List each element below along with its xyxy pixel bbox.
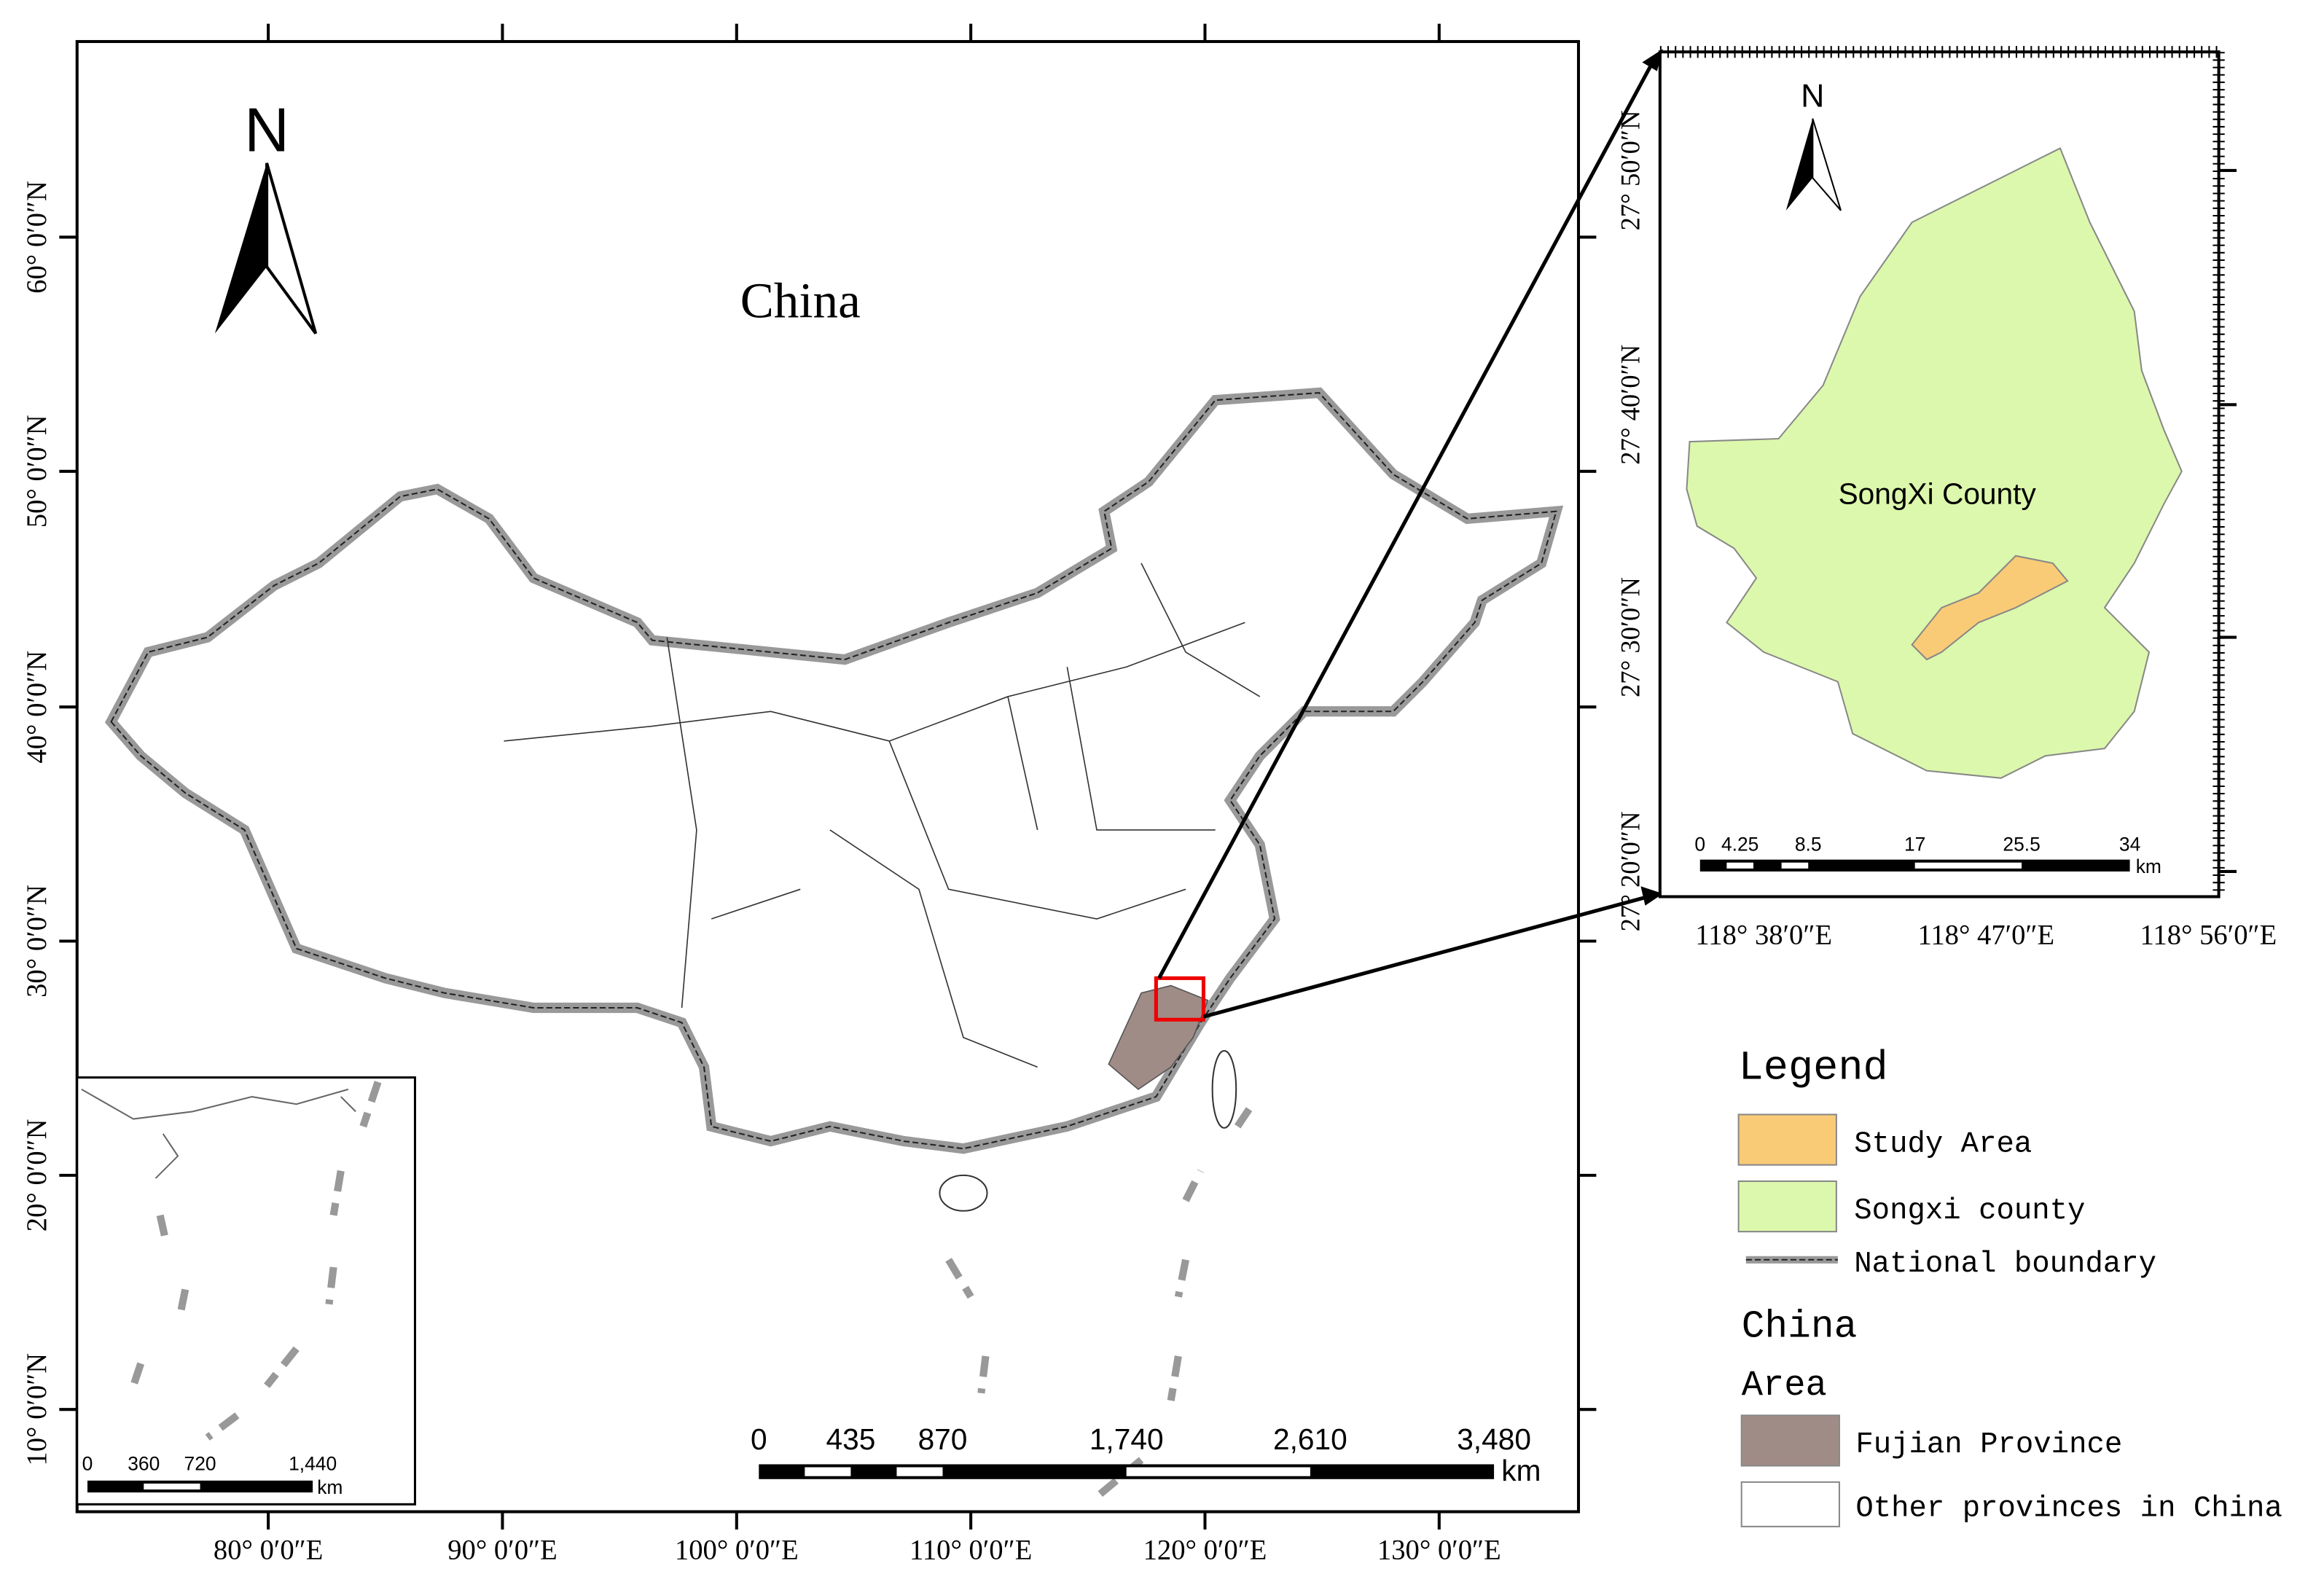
scale-unit: km — [1501, 1454, 1541, 1487]
legend-item: Study Area — [1854, 1127, 2032, 1161]
scale-segment — [1726, 862, 1753, 869]
lat-label: 50° 0′0″N — [22, 415, 52, 528]
lat-label: 27° 50′0″N — [1615, 110, 1645, 230]
scale-segment — [1781, 862, 1809, 869]
scale-label: 0 — [1694, 833, 1705, 855]
lat-label: 27° 20′0″N — [1615, 811, 1645, 931]
scale-label: 34 — [2119, 833, 2140, 855]
scale-label: 17 — [1904, 833, 1925, 855]
lat-label: 20° 0′0″N — [22, 1119, 52, 1232]
lat-label: 27° 30′0″N — [1615, 577, 1645, 697]
sea-boundary — [945, 1102, 1256, 1500]
arrow-head — [1640, 886, 1663, 906]
inset-sea-boundary — [130, 1081, 382, 1441]
scale-label: 435 — [826, 1422, 875, 1456]
inset-frame — [76, 1076, 416, 1506]
legend-item: Other provinces in China — [1855, 1492, 2282, 1526]
legend-swatch — [1740, 1414, 1840, 1467]
scale-label: 360 — [128, 1453, 160, 1475]
scale-label: 0 — [82, 1453, 93, 1475]
lon-label: 118° 56′0″E — [2140, 920, 2277, 951]
arrow-head — [1642, 49, 1663, 71]
taiwan — [1211, 1049, 1237, 1129]
lon-label: 90° 0′0″E — [447, 1535, 557, 1566]
scale-label: 3,480 — [1457, 1422, 1531, 1456]
scale-label: 1,740 — [1089, 1422, 1164, 1456]
scale-label: 25.5 — [2003, 833, 2040, 855]
north-label: N — [1801, 77, 1824, 114]
national-boundary — [110, 391, 1557, 1150]
scale-bar — [759, 1464, 1495, 1479]
legend-swatch — [1737, 1180, 1837, 1233]
scale-segment — [805, 1467, 851, 1476]
county-label: SongXi County — [1839, 477, 2037, 511]
legend-subsection: Area — [1742, 1365, 1827, 1406]
north-arrow — [265, 163, 318, 334]
scale-label: 2,610 — [1273, 1422, 1347, 1456]
legend-item: National boundary — [1854, 1248, 2156, 1281]
frame-ticks — [59, 23, 2237, 1530]
inset-coast — [81, 1088, 356, 1179]
lat-label: 27° 40′0″N — [1615, 345, 1645, 465]
north-label: N — [244, 95, 289, 165]
lon-label: 118° 47′0″E — [1917, 920, 2054, 951]
lat-label: 60° 0′0″N — [22, 181, 52, 294]
north-arrow — [214, 163, 267, 334]
map-title: China — [740, 272, 861, 328]
study-area — [1911, 555, 2069, 661]
legend-item: Songxi county — [1854, 1194, 2085, 1228]
lat-label: 30° 0′0″N — [22, 885, 52, 998]
scale-label: 0 — [751, 1422, 767, 1456]
lat-label: 40° 0′0″N — [22, 651, 52, 764]
hainan — [939, 1174, 988, 1212]
legend-section: China — [1742, 1305, 1858, 1349]
scale-segment — [896, 1467, 943, 1476]
scale-label: 1,440 — [289, 1453, 337, 1475]
scale-unit: km — [2136, 855, 2161, 877]
arrow — [1202, 895, 1649, 1019]
legend-title: Legend — [1739, 1046, 1888, 1092]
arrow — [1157, 61, 1654, 979]
province-borders — [504, 563, 1261, 1068]
scale-label: 870 — [918, 1422, 968, 1456]
study-area-box — [1154, 976, 1205, 1022]
scale-label: 8.5 — [1795, 833, 1822, 855]
lon-label: 110° 0′0″E — [909, 1535, 1032, 1566]
scale-label: 4.25 — [1721, 833, 1758, 855]
legend-swatch — [1740, 1481, 1840, 1527]
lon-label: 100° 0′0″E — [675, 1535, 799, 1566]
lat-label: 10° 0′0″N — [22, 1353, 52, 1466]
songxi-county — [1686, 147, 2183, 779]
main-frame — [75, 39, 1581, 1514]
scale-segment — [1914, 862, 2022, 869]
scale-label: 720 — [184, 1453, 216, 1475]
lon-label: 120° 0′0″E — [1143, 1535, 1267, 1566]
lon-label: 80° 0′0″E — [214, 1535, 323, 1566]
pointer-arrows — [1157, 61, 1654, 1019]
lon-label: 118° 38′0″E — [1695, 920, 1832, 951]
legend-item: Fujian Province — [1855, 1428, 2122, 1462]
scale-segment — [144, 1483, 200, 1490]
lon-label: 130° 0′0″E — [1377, 1535, 1501, 1566]
scale-unit: km — [317, 1476, 343, 1498]
north-arrow — [1785, 118, 1813, 211]
legend-swatch — [1737, 1113, 1837, 1166]
north-arrow — [1812, 118, 1842, 211]
scale-segment — [1126, 1467, 1310, 1476]
